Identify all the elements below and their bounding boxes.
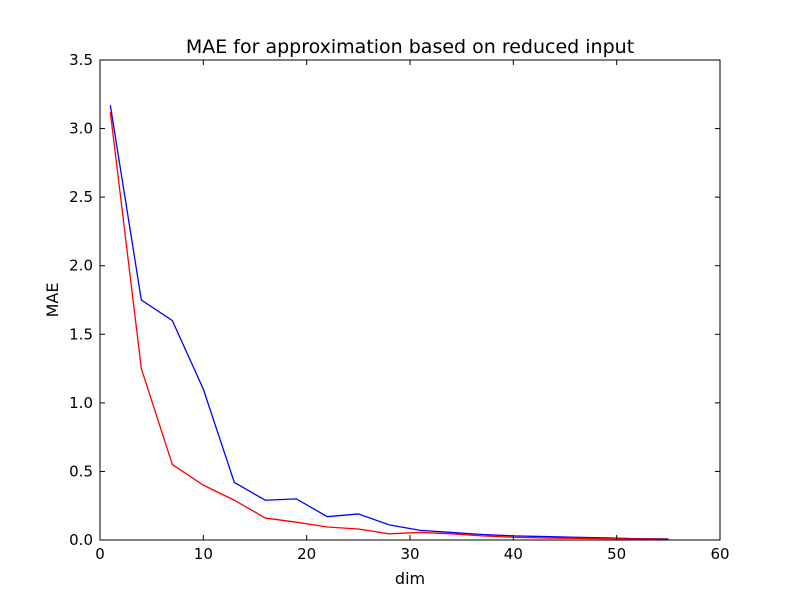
- y-tick-label: 1.5: [69, 325, 93, 343]
- y-tick-label: 3.5: [69, 51, 93, 69]
- y-tick-label: 2.0: [69, 257, 93, 275]
- x-axis-label: dim: [395, 569, 425, 588]
- y-tick-label: 2.5: [69, 188, 93, 206]
- x-tick-label: 30: [400, 545, 419, 563]
- series-line-1: [109, 105, 669, 540]
- x-tick-label: 50: [607, 545, 626, 563]
- series-layer: [109, 105, 669, 540]
- y-tick-label: 0.0: [69, 531, 93, 549]
- x-tick-label: 0: [95, 545, 105, 563]
- x-tick-label: 10: [194, 545, 213, 563]
- tick-layer: 0 10 20 30 40 50 60 0.0 0.5 1.0 1.5 2.0 2.5 3.0 3.5: [69, 51, 729, 563]
- y-tick-label: 0.5: [69, 462, 93, 480]
- plot-frame: [99, 59, 721, 541]
- x-tick-label: 20: [297, 545, 316, 563]
- x-tick-label: 40: [504, 545, 523, 563]
- chart-title: MAE for approximation based on reduced i…: [186, 36, 634, 58]
- x-tick-label: 60: [710, 545, 729, 563]
- y-tick-label: 1.0: [69, 394, 93, 412]
- series-line-2: [109, 112, 669, 540]
- y-tick-label: 3.0: [69, 120, 93, 138]
- y-axis-label: MAE: [43, 283, 62, 318]
